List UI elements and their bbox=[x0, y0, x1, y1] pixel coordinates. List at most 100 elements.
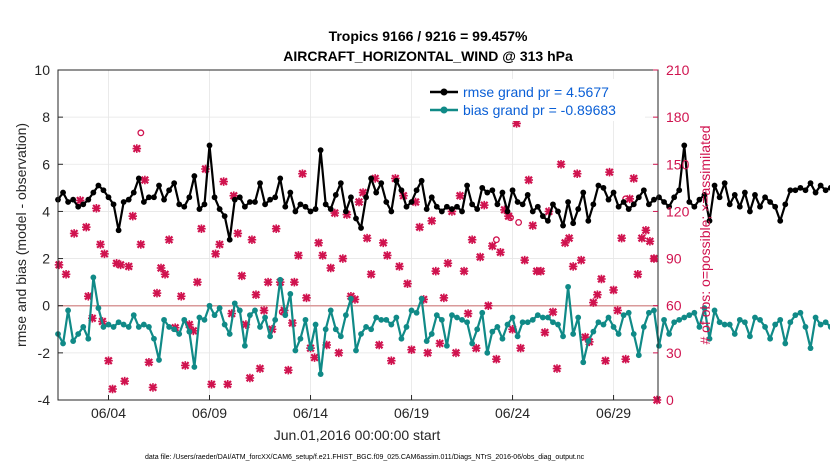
bias-point bbox=[802, 324, 809, 330]
rmse-point bbox=[494, 201, 501, 208]
obs-assimilated-marker bbox=[334, 348, 344, 358]
bias-point bbox=[661, 316, 667, 323]
rmse-point bbox=[443, 203, 450, 210]
obs-assimilated-marker bbox=[463, 309, 473, 318]
bias-point bbox=[827, 324, 830, 330]
bias-point bbox=[312, 321, 319, 328]
rmse-point bbox=[398, 187, 405, 194]
rmse-point bbox=[635, 194, 642, 201]
bias-point bbox=[322, 326, 329, 333]
rmse-point bbox=[671, 194, 678, 201]
bias-point bbox=[731, 331, 738, 337]
obs-assimilated-marker bbox=[641, 225, 651, 235]
rmse-point bbox=[469, 201, 476, 208]
bias-point bbox=[135, 324, 142, 330]
obs-assimilated-marker bbox=[443, 258, 453, 268]
obs-assimilated-marker bbox=[362, 233, 372, 243]
obs-assimilated-marker bbox=[439, 293, 449, 303]
obs-assimilated-marker bbox=[128, 211, 138, 221]
obs-assimilated-marker bbox=[528, 221, 538, 230]
x-tick-label: 06/09 bbox=[192, 405, 227, 421]
obs-assimilated-marker bbox=[475, 252, 485, 262]
bias-point bbox=[90, 274, 97, 281]
rmse-point bbox=[140, 199, 147, 205]
bias-point bbox=[418, 295, 425, 302]
rmse-point bbox=[741, 189, 748, 196]
rmse-point bbox=[236, 194, 243, 201]
obs-assimilated-marker bbox=[132, 144, 142, 153]
bias-point bbox=[762, 324, 768, 330]
bias-point bbox=[479, 309, 486, 316]
rmse-point bbox=[120, 199, 127, 205]
y-tick-label: -4 bbox=[38, 392, 51, 408]
bias-point bbox=[363, 324, 369, 330]
bias-point bbox=[388, 321, 395, 328]
bias-point bbox=[120, 321, 127, 328]
bias-point bbox=[398, 335, 405, 342]
rmse-point bbox=[95, 182, 102, 189]
obs-assimilated-marker bbox=[451, 348, 461, 358]
obs-assimilated-marker bbox=[354, 197, 364, 207]
bias-point bbox=[812, 314, 819, 321]
rmse-point bbox=[125, 196, 132, 203]
rmse-point bbox=[231, 196, 238, 203]
bias-point bbox=[297, 335, 304, 342]
obs-assimilated-marker bbox=[176, 291, 186, 301]
obs-possible-marker bbox=[515, 218, 523, 226]
rmse-point bbox=[60, 189, 66, 196]
rmse-point bbox=[115, 227, 122, 234]
obs-assimilated-marker bbox=[271, 224, 281, 234]
rmse-point bbox=[423, 206, 430, 212]
rmse-point bbox=[353, 215, 359, 222]
bias-point bbox=[413, 309, 420, 316]
obs-assimilated-marker bbox=[160, 269, 170, 279]
rmse-point bbox=[408, 199, 415, 205]
bias-point bbox=[484, 349, 491, 356]
rmse-point bbox=[499, 189, 506, 196]
rmse-point bbox=[544, 217, 551, 224]
bias-point bbox=[499, 335, 506, 342]
bias-point bbox=[701, 305, 708, 311]
bias-point bbox=[383, 316, 390, 323]
obs-assimilated-marker bbox=[524, 175, 533, 185]
rmse-point bbox=[100, 187, 107, 194]
bias-point bbox=[681, 314, 688, 321]
right-tick-label: 120 bbox=[666, 203, 690, 219]
right-tick-label: 90 bbox=[666, 251, 682, 267]
rmse-point bbox=[595, 182, 602, 189]
rmse-point bbox=[676, 187, 683, 194]
obs-assimilated-marker bbox=[516, 343, 525, 353]
legend: rmse grand pr = 4.5677 bias grand pr = -… bbox=[420, 79, 645, 121]
rmse-point bbox=[747, 208, 753, 215]
bias-point bbox=[741, 319, 748, 326]
obs-assimilated-marker bbox=[637, 233, 647, 243]
obs-assimilated-marker bbox=[193, 277, 202, 287]
right-axis: 0 30 60 90 120 150 180 210 bbox=[653, 62, 690, 408]
obs-assimilated-marker bbox=[96, 240, 105, 249]
rmse-point bbox=[317, 147, 324, 154]
obs-assimilated-marker bbox=[427, 216, 437, 226]
rmse-point bbox=[550, 201, 556, 208]
rmse-point bbox=[302, 203, 309, 210]
bias-point bbox=[65, 307, 72, 314]
bias-series bbox=[55, 274, 830, 377]
bias-point bbox=[585, 338, 592, 344]
bias-point bbox=[656, 342, 662, 349]
bias-point bbox=[610, 324, 617, 330]
bias-point bbox=[469, 340, 476, 347]
rmse-point bbox=[348, 194, 354, 201]
obs-assimilated-marker bbox=[54, 260, 64, 270]
bias-point bbox=[620, 312, 627, 319]
legend-rmse-marker bbox=[440, 88, 448, 96]
obs-assimilated-marker bbox=[180, 361, 190, 370]
rmse-point bbox=[221, 213, 228, 220]
obs-assimilated-marker bbox=[284, 365, 293, 375]
rmse-point bbox=[696, 196, 703, 203]
obs-assimilated-marker bbox=[314, 238, 323, 248]
bias-point bbox=[590, 328, 597, 335]
obs-assimilated-marker bbox=[215, 240, 224, 249]
bias-point bbox=[130, 312, 137, 319]
legend-bias-marker bbox=[440, 106, 448, 114]
bias-point bbox=[403, 324, 410, 330]
bias-point bbox=[777, 316, 784, 323]
